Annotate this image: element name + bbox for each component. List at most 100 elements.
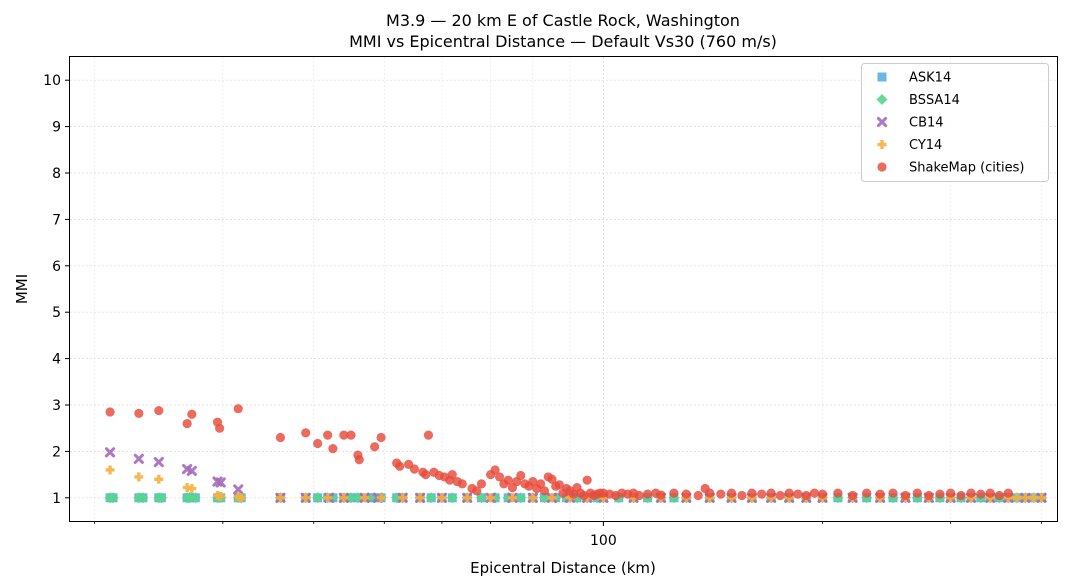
- data-point: [547, 474, 557, 484]
- legend-box: [861, 63, 1049, 182]
- data-point: [486, 493, 496, 503]
- data-point: [888, 488, 898, 498]
- legend-marker: [877, 140, 887, 149]
- data-point: [693, 490, 703, 501]
- data-point: [946, 488, 956, 498]
- data-point: [376, 493, 386, 503]
- x-axis-label: Epicentral Distance (km): [470, 559, 656, 577]
- data-point: [976, 489, 986, 499]
- series-cy14: [105, 465, 1047, 503]
- data-point: [187, 484, 197, 494]
- data-point: [705, 488, 715, 498]
- data-point: [215, 423, 225, 433]
- data-point: [409, 464, 420, 474]
- data-point: [186, 465, 197, 476]
- data-point: [656, 490, 666, 500]
- data-point: [716, 489, 726, 499]
- chart-title: M3.9 — 20 km E of Castle Rock, Washingto…: [386, 11, 740, 30]
- data-point: [415, 493, 425, 503]
- legend: ASK14 BSSA14 CB14 CY14 ShakeMap (cities): [861, 63, 1049, 182]
- legend-marker: [877, 162, 887, 172]
- data-point: [153, 456, 164, 468]
- data-point: [137, 492, 149, 504]
- data-point: [766, 488, 776, 498]
- data-point: [536, 479, 546, 489]
- data-point: [339, 493, 349, 503]
- data-point: [809, 488, 820, 498]
- y-tick-label: 4: [52, 352, 61, 368]
- legend-marker: [876, 116, 888, 128]
- data-point: [187, 409, 197, 419]
- data-point: [726, 488, 737, 498]
- data-point: [301, 428, 311, 438]
- legend-label: CB14: [909, 116, 944, 131]
- data-point: [313, 438, 323, 449]
- data-point: [423, 430, 434, 440]
- data-point: [985, 488, 995, 498]
- data-point: [370, 442, 380, 452]
- chart-subtitle: MMI vs Epicentral Distance — Default Vs3…: [349, 32, 777, 51]
- legend-label: BSSA14: [909, 93, 960, 108]
- legend-marker: [876, 94, 888, 105]
- data-point: [554, 480, 564, 490]
- data-point: [323, 493, 333, 503]
- data-point: [1020, 493, 1030, 503]
- y-tick-label: 5: [52, 305, 61, 321]
- data-point: [547, 493, 557, 503]
- data-point: [155, 492, 167, 504]
- data-point: [134, 408, 144, 418]
- data-point: [793, 489, 803, 499]
- data-point: [681, 489, 691, 499]
- data-point: [862, 488, 872, 498]
- data-point: [301, 493, 311, 503]
- data-point: [634, 490, 644, 501]
- legend-marker: [877, 72, 887, 82]
- data-point: [494, 472, 505, 482]
- data-point: [447, 470, 457, 480]
- legend-label: ASK14: [909, 71, 951, 86]
- y-tick-label: 6: [52, 259, 61, 275]
- y-tick-label: 10: [43, 73, 61, 89]
- data-point: [1012, 493, 1022, 503]
- legend-label: CY14: [909, 138, 942, 153]
- data-point: [398, 493, 408, 503]
- data-point: [275, 432, 286, 443]
- data-point: [582, 475, 592, 485]
- data-point: [924, 490, 934, 501]
- data-point: [233, 404, 243, 414]
- data-point: [154, 405, 164, 416]
- data-point: [354, 455, 364, 465]
- data-point: [775, 490, 785, 501]
- data-point: [801, 490, 811, 501]
- data-point: [446, 492, 458, 504]
- data-point: [912, 488, 922, 498]
- data-point: [669, 488, 679, 498]
- data-point: [312, 492, 324, 504]
- data-point: [215, 477, 226, 488]
- series-shakemap-cities: [105, 404, 1013, 501]
- data-point: [369, 492, 381, 504]
- y-tick-label: 8: [52, 166, 61, 182]
- grid-lines: [70, 57, 1057, 521]
- y-tick-label: 1: [52, 491, 61, 507]
- data-point: [994, 490, 1004, 501]
- data-point: [105, 465, 115, 475]
- data-point: [462, 493, 472, 503]
- legend-label: ShakeMap (cities): [909, 161, 1024, 176]
- data-point: [236, 493, 246, 503]
- data-point: [182, 418, 192, 429]
- data-point: [437, 493, 447, 503]
- data-point: [216, 491, 226, 501]
- data-point: [784, 488, 794, 498]
- data-point: [184, 492, 196, 504]
- data-point: [133, 453, 144, 464]
- data-point: [475, 492, 487, 504]
- data-point: [966, 488, 976, 498]
- data-point: [833, 488, 843, 498]
- data-point: [476, 479, 487, 489]
- data-point: [956, 490, 966, 501]
- plot-frame: [69, 56, 1058, 522]
- data-point: [328, 444, 338, 454]
- y-tick-label: 7: [52, 212, 61, 228]
